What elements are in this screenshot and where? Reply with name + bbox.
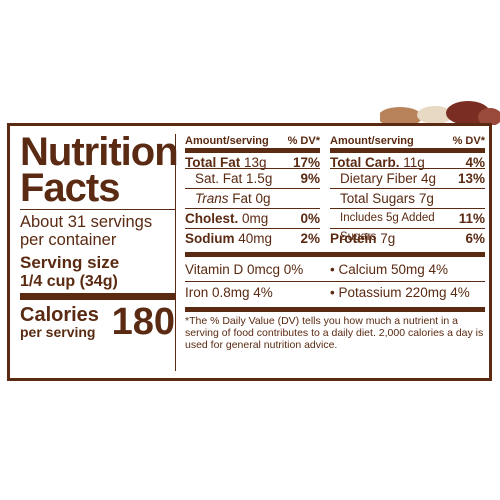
- nutrient-row: Includes 5g Added Sugars 11%: [330, 208, 485, 243]
- vitamin-row: Iron 0.8mg 4% • Potassium 220mg 4%: [185, 285, 470, 300]
- calories-value: 180: [111, 301, 175, 343]
- title-line2: Facts: [20, 166, 121, 210]
- divider-thick: [185, 252, 485, 257]
- nutrient-row: Total Fat 13g 17%: [185, 148, 320, 170]
- serving-size-value: 1/4 cup (34g): [20, 273, 118, 290]
- food-background-image: [380, 101, 500, 125]
- nutrient-row: Protein 7g 6%: [330, 228, 485, 248]
- dv-header: % DV*: [452, 135, 485, 147]
- nutrient-column-2: Amount/serving % DV* Total Carb. 11g 4% D…: [330, 134, 485, 248]
- nutrient-row: Dietary Fiber 4g 13%: [330, 168, 485, 188]
- footnote: *The % Daily Value (DV) tells you how mu…: [185, 315, 484, 351]
- column-header: Amount/serving % DV*: [185, 134, 320, 148]
- nutrient-row: Trans Fat 0g: [185, 188, 320, 208]
- nutrient-row: Sat. Fat 1.5g 9%: [185, 168, 320, 188]
- nutrient-row: Cholest. 0mg 0%: [185, 208, 320, 228]
- divider-thick: [20, 293, 175, 300]
- servings-per-container: About 31 servings per container: [20, 213, 153, 249]
- divider: [185, 281, 485, 282]
- calories-label: Calories: [20, 304, 99, 326]
- vitamin-row: Vitamin D 0mcg 0% • Calcium 50mg 4%: [185, 262, 449, 277]
- divider-thick: [185, 307, 485, 312]
- calories-row: Calories per serving 180: [20, 301, 175, 343]
- nutrient-row: Total Sugars 7g: [330, 188, 485, 208]
- nutrient-row: Sodium 40mg 2%: [185, 228, 320, 248]
- divider: [20, 209, 175, 210]
- dv-header: % DV*: [287, 135, 320, 147]
- nutrition-facts-label: Nutrition Facts About 31 servings per co…: [7, 123, 492, 381]
- amount-header: Amount/serving: [185, 135, 269, 147]
- amount-header: Amount/serving: [330, 135, 414, 147]
- label-left-panel: Nutrition Facts About 31 servings per co…: [20, 130, 179, 343]
- title-line1: Nutrition: [20, 130, 179, 174]
- nutrient-column-1: Amount/serving % DV* Total Fat 13g 17% Sa…: [185, 134, 320, 248]
- column-header: Amount/serving % DV*: [330, 134, 485, 148]
- vertical-rule: [175, 134, 176, 371]
- nutrient-row: Total Carb. 11g 4%: [330, 148, 485, 170]
- serving-size-label: Serving size: [20, 253, 120, 272]
- calories-sub: per serving: [20, 324, 96, 340]
